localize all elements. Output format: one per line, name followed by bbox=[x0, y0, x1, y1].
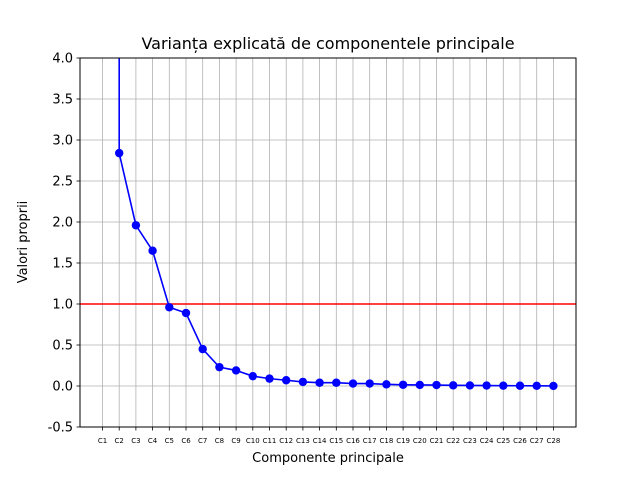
chart-title: Varianța explicată de componentele princ… bbox=[141, 34, 514, 53]
y-tick-label: 3.5 bbox=[52, 93, 73, 108]
data-point bbox=[282, 376, 291, 385]
y-tick-label: 2.5 bbox=[52, 175, 73, 190]
x-tick-label: C7 bbox=[198, 437, 207, 445]
data-point bbox=[465, 381, 475, 390]
x-tick-label: C22 bbox=[446, 437, 460, 445]
x-tick-label: C16 bbox=[346, 437, 360, 445]
data-point bbox=[298, 377, 308, 387]
x-tick-label: C21 bbox=[430, 437, 444, 445]
data-point bbox=[148, 246, 157, 255]
data-point bbox=[265, 374, 274, 383]
x-tick-label: C20 bbox=[413, 437, 427, 445]
x-tick-label: C15 bbox=[329, 437, 343, 445]
x-tick-label: C2 bbox=[115, 437, 124, 445]
data-point bbox=[432, 380, 441, 390]
grid bbox=[80, 57, 576, 428]
data-point bbox=[332, 378, 341, 387]
data-point bbox=[165, 303, 174, 312]
x-tick-label: C8 bbox=[215, 437, 224, 445]
x-tick-label: C18 bbox=[380, 437, 394, 445]
x-tick-label: C25 bbox=[496, 437, 510, 445]
x-tick-label: C13 bbox=[296, 437, 310, 445]
data-point bbox=[348, 379, 358, 388]
data-point bbox=[382, 380, 391, 389]
x-tick-label: C5 bbox=[165, 437, 174, 445]
y-tick-label: 0.5 bbox=[52, 339, 73, 354]
data-point bbox=[549, 381, 558, 391]
data-point bbox=[415, 380, 424, 390]
data-point bbox=[482, 381, 491, 390]
data-point bbox=[115, 148, 124, 158]
y-tick-label: 0.0 bbox=[52, 380, 73, 395]
x-tick-label: C6 bbox=[181, 437, 191, 445]
x-tick-label: C23 bbox=[463, 437, 477, 445]
x-tick-label: C14 bbox=[313, 437, 327, 445]
x-tick-label: C27 bbox=[530, 437, 544, 445]
x-tick-label: C26 bbox=[513, 437, 527, 445]
y-tick-label: -0.5 bbox=[48, 421, 73, 436]
series-line bbox=[118, 58, 554, 387]
x-axis-ticks: C1 C2 C3 C4 C5 C6 C7 C8 C9 C10 C11 C12 C13 C14 C15 C16 C… bbox=[98, 427, 560, 445]
y-tick-label: 1.5 bbox=[52, 257, 73, 272]
y-tick-label: 1.0 bbox=[52, 298, 73, 313]
data-point bbox=[215, 362, 224, 372]
x-tick-label: C19 bbox=[396, 437, 410, 445]
x-tick-label: C3 bbox=[131, 437, 140, 445]
data-point bbox=[515, 381, 525, 390]
x-tick-label: C12 bbox=[279, 437, 293, 445]
data-point bbox=[131, 221, 141, 230]
data-point bbox=[231, 366, 241, 375]
x-tick-label: C9 bbox=[231, 437, 240, 445]
data-point bbox=[198, 344, 207, 354]
x-tick-label: C4 bbox=[148, 437, 158, 445]
data-point bbox=[365, 379, 374, 388]
data-point bbox=[499, 381, 508, 390]
data-point bbox=[398, 380, 408, 389]
data-point bbox=[532, 381, 541, 391]
data-point bbox=[315, 378, 324, 387]
data-point bbox=[248, 371, 257, 381]
data-point bbox=[449, 381, 458, 390]
x-tick-label: C24 bbox=[480, 437, 494, 445]
x-tick-label: C11 bbox=[263, 437, 277, 445]
plot-area-frame bbox=[79, 57, 577, 428]
x-tick-label: C10 bbox=[246, 437, 260, 445]
data-point bbox=[181, 308, 191, 318]
y-axis-ticks: -0.5 0.0 0.5 1.0 1.5 2.0 2.5 3.0 3.5 4.0 bbox=[48, 52, 80, 436]
y-tick-label: 2.0 bbox=[52, 216, 73, 231]
y-axis-label: Valori proprii bbox=[16, 201, 31, 284]
x-axis-label: Componente principale bbox=[252, 451, 404, 466]
x-tick-label: C28 bbox=[547, 437, 561, 445]
y-tick-label: 4.0 bbox=[52, 52, 73, 67]
x-tick-label: C17 bbox=[363, 437, 377, 445]
y-tick-label: 3.0 bbox=[52, 134, 73, 149]
eigenvalue-series bbox=[115, 58, 558, 391]
x-tick-label: C1 bbox=[98, 437, 107, 445]
